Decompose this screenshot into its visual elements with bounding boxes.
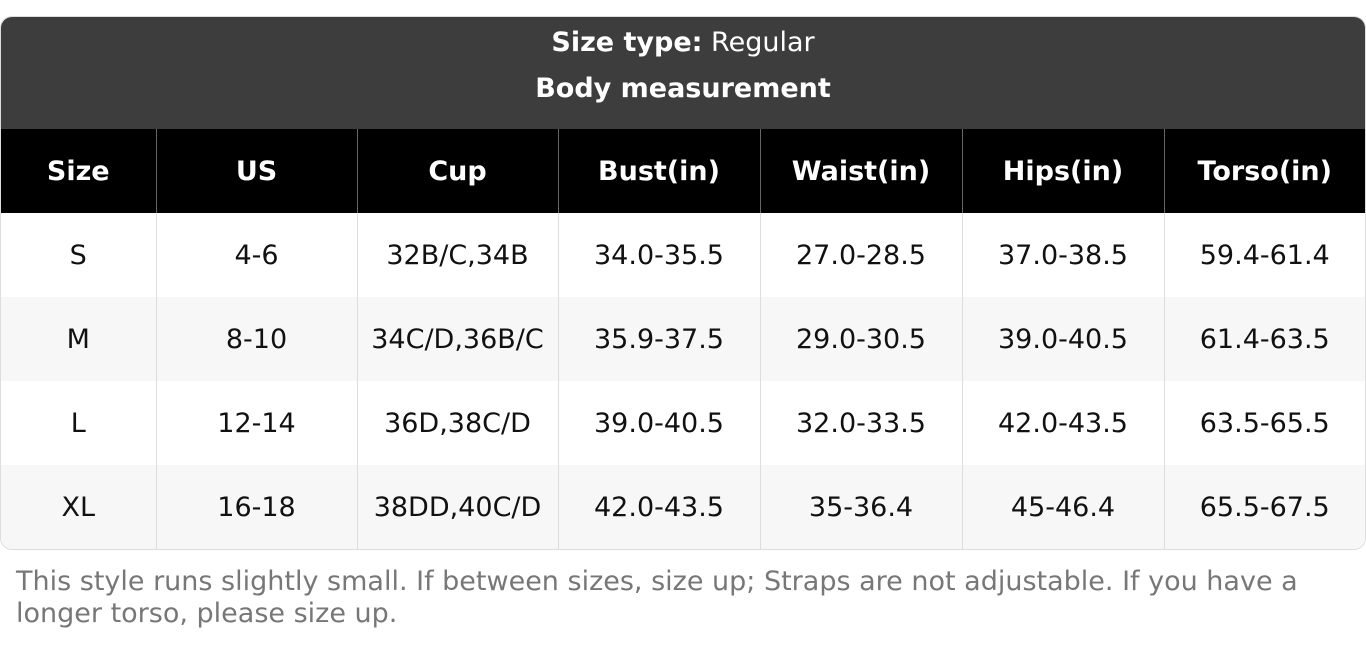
size-type: Size type: Regular — [1, 17, 1365, 73]
table-cell: 39.0-40.5 — [961, 297, 1164, 381]
subtitle: Body measurement — [535, 73, 831, 104]
table-cell: 34.0-35.5 — [557, 213, 760, 297]
table-cell: 45-46.4 — [961, 465, 1164, 549]
column-header: Torso(in) — [1163, 129, 1365, 213]
size-type-label: Size type: — [551, 27, 703, 58]
column-header: Cup — [356, 129, 558, 213]
table-cell: 8-10 — [155, 297, 357, 381]
table-row: S 4-6 32B/C,34B 34.0-35.5 27.0-28.5 37.0-38.5… — [1, 213, 1365, 297]
chart-header: Size type: Regular Body measurement — [1, 17, 1365, 129]
table-cell: 39.0-40.5 — [557, 381, 760, 465]
table-cell: 42.0-43.5 — [961, 381, 1164, 465]
table-cell: 12-14 — [155, 381, 357, 465]
table-cell: XL — [1, 465, 156, 549]
fit-note: This style runs slightly small. If betwe… — [16, 566, 1298, 629]
table-cell: 61.4-63.5 — [1163, 297, 1365, 381]
table-row: L 12-14 36D,38C/D 39.0-40.5 32.0-33.5 42.0-43… — [1, 381, 1365, 465]
table-cell: 32B/C,34B — [356, 213, 558, 297]
table-cell: 35.9-37.5 — [557, 297, 760, 381]
table-cell: 4-6 — [155, 213, 357, 297]
column-header: Hips(in) — [961, 129, 1164, 213]
column-header: US — [155, 129, 357, 213]
table-cell: 59.4-61.4 — [1163, 213, 1365, 297]
table-cell: 36D,38C/D — [356, 381, 558, 465]
table-cell: 34C/D,36B/C — [356, 297, 558, 381]
table-cell: L — [70, 407, 86, 439]
column-header: Bust(in) — [557, 129, 760, 213]
size-table: Size US Cup Bust(in) Waist(in) Hips(in) Torso(… — [1, 129, 1365, 549]
column-header: Waist(in) — [759, 129, 962, 213]
table-cell: 63.5-65.5 — [1163, 381, 1365, 465]
size-chart: Size type: Regular Body measurement Size… — [0, 16, 1366, 550]
table-cell: S — [69, 239, 87, 271]
table-cell: M — [1, 297, 156, 381]
table-cell: 32.0-33.5 — [759, 381, 962, 465]
table-row: XL 16-18 38DD,40C/D 42.0-43.5 35-36.4 45-46.4… — [1, 465, 1365, 549]
column-header: Size — [1, 129, 156, 213]
size-type-value: Regular — [711, 27, 815, 58]
table-cell: 65.5-67.5 — [1163, 465, 1365, 549]
table-cell: 16-18 — [155, 465, 357, 549]
table-cell: 37.0-38.5 — [961, 213, 1164, 297]
table-cell: 27.0-28.5 — [759, 213, 962, 297]
table-cell: 42.0-43.5 — [557, 465, 760, 549]
table-cell: 29.0-30.5 — [759, 297, 962, 381]
table-cell: 38DD,40C/D — [356, 465, 558, 549]
header-row: Size US Cup Bust(in) Waist(in) Hips(in) Torso(… — [1, 129, 1365, 213]
table-cell: 35-36.4 — [759, 465, 962, 549]
table-row: M 8-10 34C/D,36B/C 35.9-37.5 29.0-30.5 39.0-4… — [1, 297, 1365, 381]
